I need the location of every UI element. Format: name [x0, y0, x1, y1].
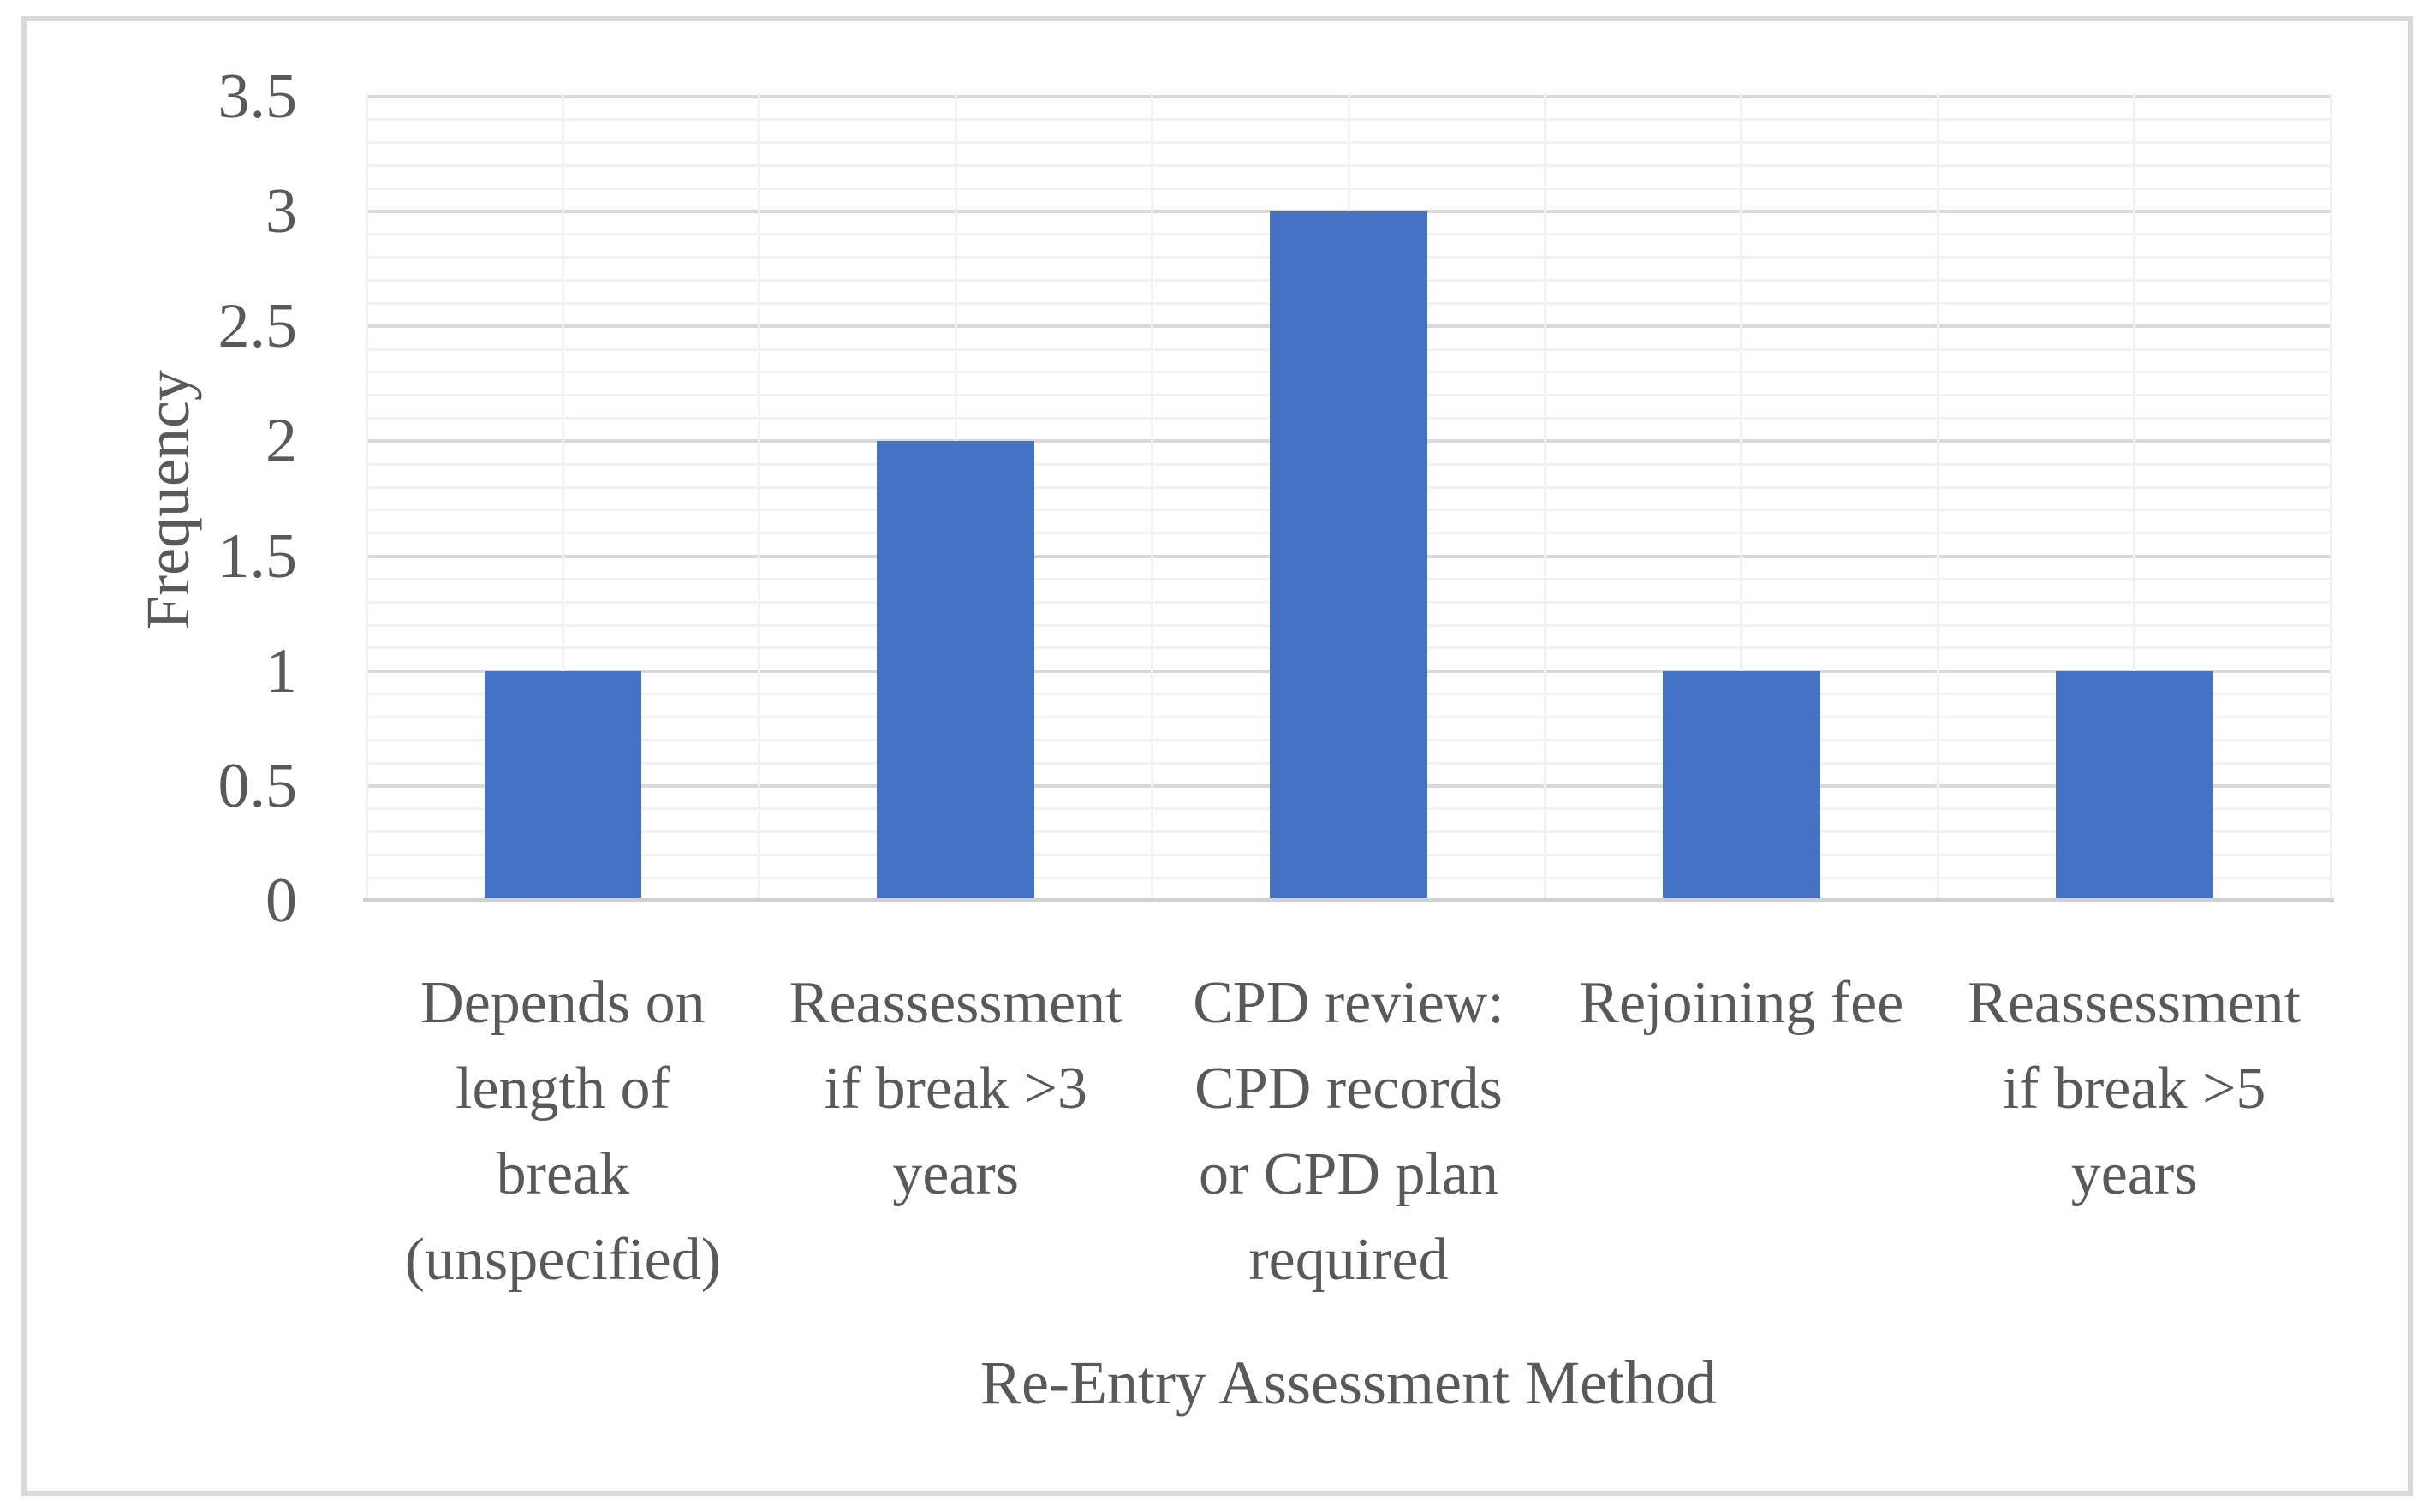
y-tick-label-3: 3 [265, 176, 297, 247]
y-tick-label-0.5: 0.5 [217, 750, 298, 821]
y-tick-label-0: 0 [265, 866, 297, 936]
x-axis-line [363, 898, 2334, 902]
gridline-minor-vertical [365, 93, 368, 899]
bar-5 [2055, 670, 2213, 901]
gridline-minor-vertical [1151, 93, 1154, 899]
chart-border-frame [21, 16, 2413, 1496]
y-tick-label-2: 2 [265, 406, 297, 477]
y-tick-label-3.5: 3.5 [217, 62, 298, 132]
category-label-4: Rejoining fee [1579, 970, 1904, 1036]
category-label-1: Depends on length of break (unspecified) [404, 970, 722, 1293]
category-label-5: Reassessment if break >5 years [1968, 970, 2301, 1207]
y-tick-label-2.5: 2.5 [217, 291, 298, 362]
gridline-minor-vertical [1740, 93, 1743, 899]
category-label-3: CPD review: CPD records or CPD plan requ… [1193, 970, 1504, 1293]
category-label-2: Reassessment if break >3 years [789, 970, 1123, 1207]
bar-1 [484, 670, 642, 901]
gridline-minor-vertical [1936, 93, 1939, 899]
y-tick-label-1.5: 1.5 [217, 521, 298, 592]
gridline-minor-vertical [561, 93, 564, 899]
bar-3 [1270, 211, 1427, 901]
gridline-minor-vertical [758, 93, 761, 899]
gridline-minor-vertical [2133, 93, 2136, 899]
x-axis-title: Re-Entry Assessment Method [980, 1348, 1717, 1417]
bar-2 [877, 441, 1034, 901]
bar-4 [1663, 670, 1820, 901]
y-tick-label-1: 1 [265, 635, 297, 706]
gridline-minor-vertical [1543, 93, 1546, 899]
gridline-minor-vertical [2329, 93, 2332, 899]
